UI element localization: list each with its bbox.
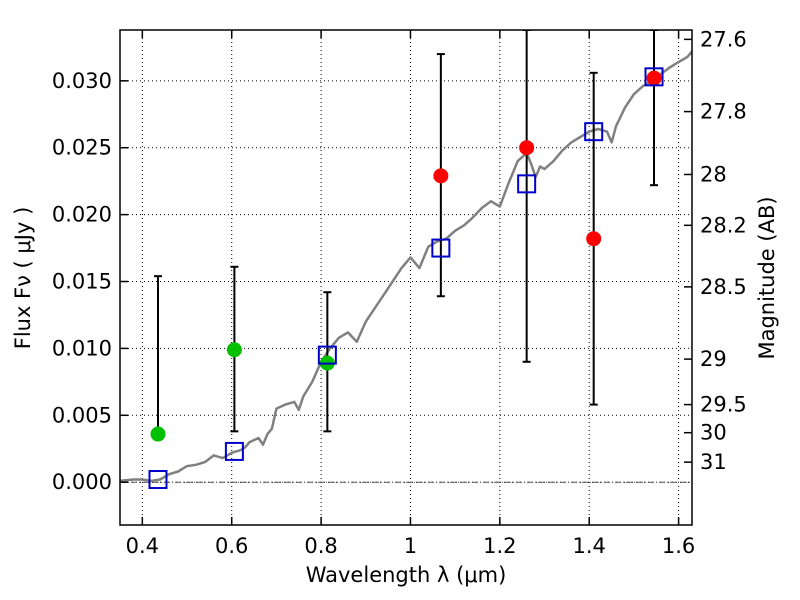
right-tick-label: 28.2 bbox=[700, 213, 747, 237]
observed-point bbox=[646, 70, 662, 86]
right-tick-label: 28 bbox=[700, 162, 727, 186]
model-band-square bbox=[517, 174, 537, 194]
y-axis-ticks: 0.000 0.005 0.010 0.015 0.020 0.025 0.030 bbox=[52, 69, 128, 494]
x-tick-label: 1.4 bbox=[573, 534, 606, 558]
right-tick-label: 27.8 bbox=[700, 100, 747, 124]
x-tick-label: 1.6 bbox=[662, 534, 695, 558]
y-tick-label: 0.015 bbox=[52, 270, 112, 294]
right-tick-label: 27.6 bbox=[700, 27, 747, 51]
right-axis-title: Magnitude (AB) bbox=[755, 196, 779, 359]
model-band-square bbox=[644, 67, 664, 87]
model-band-square bbox=[148, 470, 168, 490]
right-tick-label: 28.5 bbox=[700, 275, 747, 299]
observed-points bbox=[150, 70, 662, 442]
plot-frame bbox=[119, 29, 693, 526]
y-tick-label: 0.000 bbox=[52, 470, 112, 494]
right-tick-label: 31 bbox=[700, 450, 727, 474]
y-tick-label: 0.025 bbox=[52, 136, 112, 160]
y-tick-label: 0.020 bbox=[52, 203, 112, 227]
model-band-square bbox=[224, 441, 244, 461]
spectrum-line bbox=[120, 50, 692, 483]
model-band-square bbox=[584, 122, 604, 142]
y-tick-label: 0.030 bbox=[52, 69, 112, 93]
right-tick-label: 30 bbox=[700, 421, 727, 445]
model-band-points bbox=[148, 67, 664, 490]
observed-point bbox=[586, 231, 602, 247]
x-axis-ticks: 0.4 0.6 0.8 1 1.2 1.4 1.6 bbox=[126, 30, 695, 558]
observed-point bbox=[433, 168, 449, 184]
y-axis-title: Flux Fν ( μJy ) bbox=[11, 207, 35, 350]
grid bbox=[120, 30, 692, 525]
observed-point bbox=[150, 426, 166, 442]
right-axis-ticks: 27.6 27.8 28 28.2 28.5 29 29.5 30 31 bbox=[684, 27, 747, 474]
y-tick-label: 0.005 bbox=[52, 403, 112, 427]
model-spectrum bbox=[120, 50, 692, 483]
model-band-square bbox=[431, 238, 451, 258]
error-bars bbox=[153, 30, 659, 436]
y-tick-label: 0.010 bbox=[52, 336, 112, 360]
observed-point bbox=[519, 140, 535, 156]
model-band-square bbox=[317, 345, 337, 365]
x-tick-label: 0.4 bbox=[126, 534, 159, 558]
x-tick-label: 1 bbox=[404, 534, 417, 558]
x-tick-label: 0.8 bbox=[304, 534, 337, 558]
right-tick-label: 29.5 bbox=[700, 393, 747, 417]
observed-point bbox=[226, 342, 242, 358]
x-axis-title: Wavelength λ (μm) bbox=[306, 563, 507, 587]
right-tick-label: 29 bbox=[700, 347, 727, 371]
x-tick-label: 1.2 bbox=[483, 534, 516, 558]
x-tick-label: 0.6 bbox=[215, 534, 248, 558]
